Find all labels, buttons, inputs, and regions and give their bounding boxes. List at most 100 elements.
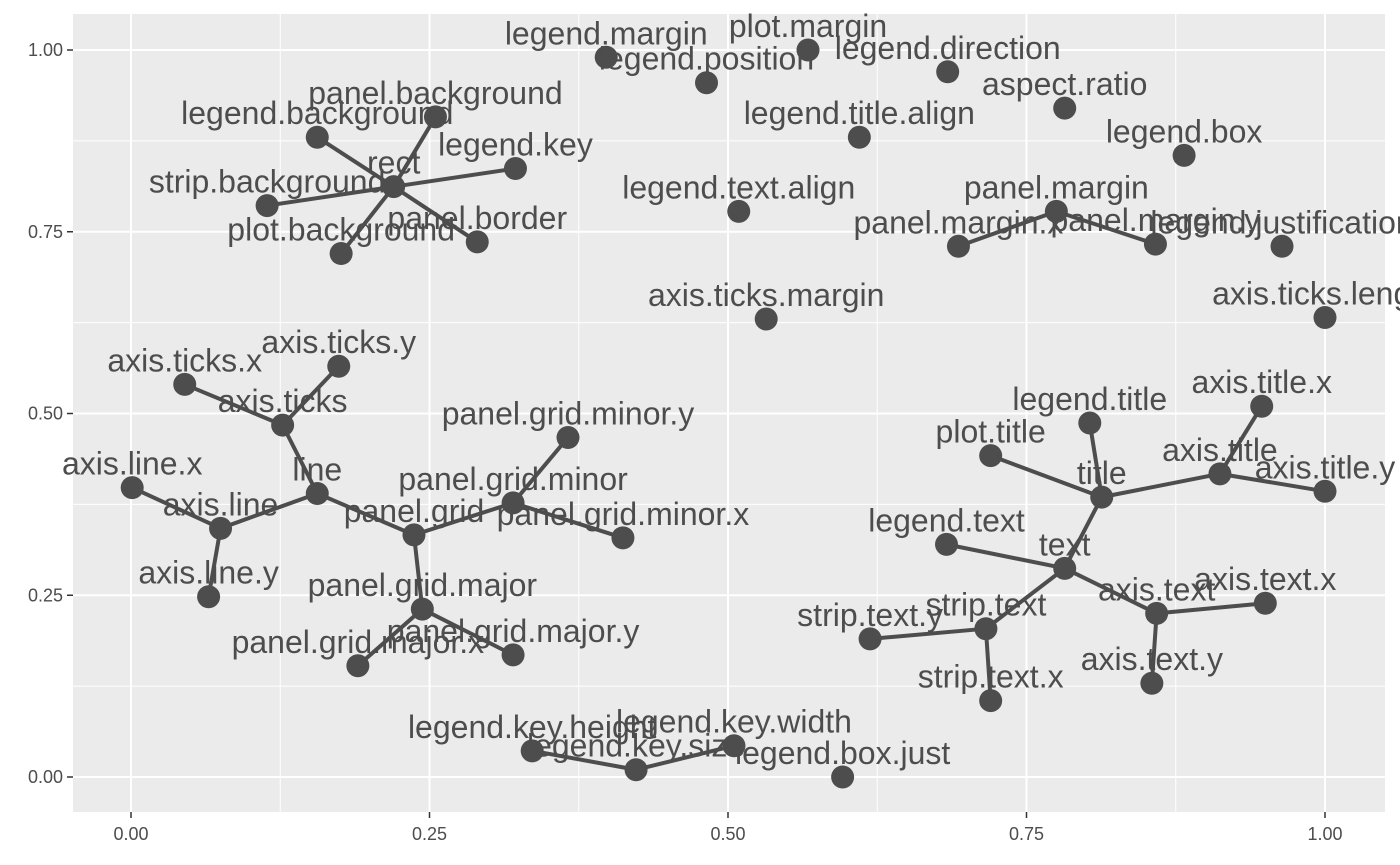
node-point-legend.title — [1078, 411, 1102, 435]
edge-legend.key.size-legend.key.height — [530, 748, 639, 772]
node-point-legend.position — [695, 71, 719, 95]
node-label-panel.margin: panel.margin — [964, 169, 1149, 205]
node-point-panel.grid.major.y — [501, 643, 525, 667]
edge-axis.line-axis.line.y — [206, 526, 223, 599]
node-point-axis.title.x — [1250, 394, 1274, 418]
y-tick-label: 0.00 — [28, 767, 63, 787]
node-label-legend.direction: legend.direction — [835, 30, 1061, 66]
node-point-panel.grid.minor — [501, 491, 525, 515]
node-label-panel.grid.minor: panel.grid.minor — [398, 461, 628, 497]
node-point-panel.background — [423, 105, 447, 129]
node-label-panel.margin.x: panel.margin.x — [853, 204, 1063, 240]
node-point-axis.ticks.length — [1313, 306, 1337, 330]
node-label-panel.grid.major.y: panel.grid.major.y — [387, 613, 640, 649]
node-point-legend.box — [1172, 143, 1196, 167]
node-point-legend.key.size — [624, 758, 648, 782]
edge-panel.grid.minor-panel.grid.minor.y — [511, 435, 571, 505]
node-label-axis.ticks: axis.ticks — [218, 383, 348, 419]
x-tick-label: 0.50 — [710, 824, 745, 844]
node-point-axis.text.y — [1140, 671, 1164, 695]
edge-panel.grid-panel.grid.minor — [411, 500, 516, 537]
x-axis: 0.00 0.25 0.50 0.75 1.00 — [113, 812, 1343, 844]
node-point-text — [1053, 556, 1077, 580]
node-label-legend.box.just: legend.box.just — [735, 735, 950, 771]
node-label-legend.justification: legend.justification — [1150, 204, 1400, 240]
node-point-legend.direction — [936, 60, 960, 84]
node-point-axis.ticks — [271, 413, 295, 437]
edge-line-axis.line — [218, 491, 320, 531]
node-point-plot.title — [979, 444, 1003, 468]
node-point-line — [305, 481, 329, 505]
edge-rect-panel.border — [391, 184, 480, 244]
node-label-axis.text.x: axis.text.x — [1194, 561, 1336, 597]
edge-strip.text-strip.text.y — [868, 626, 988, 641]
edge-panel.grid.major-panel.grid.major.x — [355, 607, 425, 668]
points — [120, 38, 1337, 789]
node-label-strip.background: strip.background — [149, 164, 386, 200]
node-point-legend.margin — [594, 45, 618, 69]
node-label-rect: rect — [367, 145, 420, 181]
node-point-panel.border — [465, 230, 489, 254]
node-point-axis.line.y — [197, 585, 221, 609]
node-point-panel.grid.major.x — [346, 654, 370, 678]
node-label-axis.title.x: axis.title.x — [1191, 364, 1331, 400]
node-label-panel.margin.y: panel.margin.y — [1051, 202, 1261, 238]
edge-title-axis.title — [1099, 471, 1222, 500]
node-point-rect — [382, 175, 406, 199]
x-tick-label: 0.00 — [113, 824, 148, 844]
node-label-axis.title.y: axis.title.y — [1255, 449, 1395, 485]
node-label-axis.title: axis.title — [1162, 432, 1278, 468]
node-point-axis.text — [1145, 601, 1169, 625]
edge-rect-panel.background — [391, 114, 438, 189]
node-point-strip.text — [974, 617, 998, 641]
edge-panel.grid-panel.grid.major — [411, 532, 425, 612]
node-label-panel.grid.minor.x: panel.grid.minor.x — [497, 496, 750, 532]
node-label-axis.ticks.y: axis.ticks.y — [261, 324, 416, 360]
node-point-panel.margin.x — [946, 234, 970, 258]
node-point-axis.title — [1208, 462, 1232, 486]
node-label-legend.position: legend.position — [599, 41, 814, 77]
edge-rect-plot.background — [339, 184, 396, 256]
node-label-legend.title: legend.title — [1012, 381, 1167, 417]
edge-text-axis.text — [1062, 566, 1159, 616]
node-label-strip.text: strip.text — [925, 587, 1046, 623]
node-point-axis.text.x — [1253, 591, 1277, 615]
node-label-legend.key.height: legend.key.height — [408, 709, 657, 745]
edge-panel.grid.minor-panel.grid.minor.x — [511, 500, 625, 540]
node-label-line: line — [292, 451, 342, 487]
node-label-panel.grid.major: panel.grid.major — [308, 567, 538, 603]
edge-panel.margin-panel.margin.x — [956, 209, 1059, 249]
node-label-axis.line.y: axis.line.y — [138, 555, 279, 591]
node-point-plot.background — [329, 242, 353, 266]
y-tick-label: 0.50 — [28, 404, 63, 424]
node-label-axis.line.x: axis.line.x — [62, 446, 203, 482]
node-label-aspect.ratio: aspect.ratio — [982, 66, 1147, 102]
node-point-axis.line.x — [120, 476, 144, 500]
node-label-panel.border: panel.border — [387, 200, 567, 236]
node-label-axis.text.y: axis.text.y — [1081, 641, 1223, 677]
node-label-strip.text.y: strip.text.y — [797, 597, 943, 633]
edge-axis.line-axis.line.x — [130, 485, 223, 531]
node-label-legend.text: legend.text — [868, 502, 1025, 538]
node-label-title: title — [1077, 455, 1127, 491]
node-point-strip.background — [255, 194, 279, 218]
node-point-axis.ticks.y — [327, 354, 351, 378]
edge-axis.ticks-axis.ticks.x — [182, 382, 285, 428]
node-point-title — [1090, 485, 1114, 509]
node-point-legend.key — [503, 157, 527, 181]
node-label-legend.title.align: legend.title.align — [744, 95, 975, 131]
node-label-legend.key.width: legend.key.width — [616, 704, 852, 740]
node-label-legend.key.size: legend.key.size — [527, 728, 745, 764]
node-point-legend.text.align — [727, 199, 751, 223]
edge-title-plot.title — [988, 453, 1104, 500]
node-point-legend.text — [935, 532, 959, 556]
node-label-axis.ticks.margin: axis.ticks.margin — [648, 277, 885, 313]
edge-axis.title-axis.title.y — [1217, 471, 1327, 494]
node-point-axis.title.y — [1313, 479, 1337, 503]
y-tick-label: 1.00 — [28, 40, 63, 60]
node-label-panel.grid.minor.y: panel.grid.minor.y — [442, 395, 695, 431]
y-tick-label: 0.75 — [28, 222, 63, 242]
edge-axis.ticks-axis.ticks.y — [280, 364, 341, 428]
node-label-legend.box: legend.box — [1106, 113, 1263, 149]
